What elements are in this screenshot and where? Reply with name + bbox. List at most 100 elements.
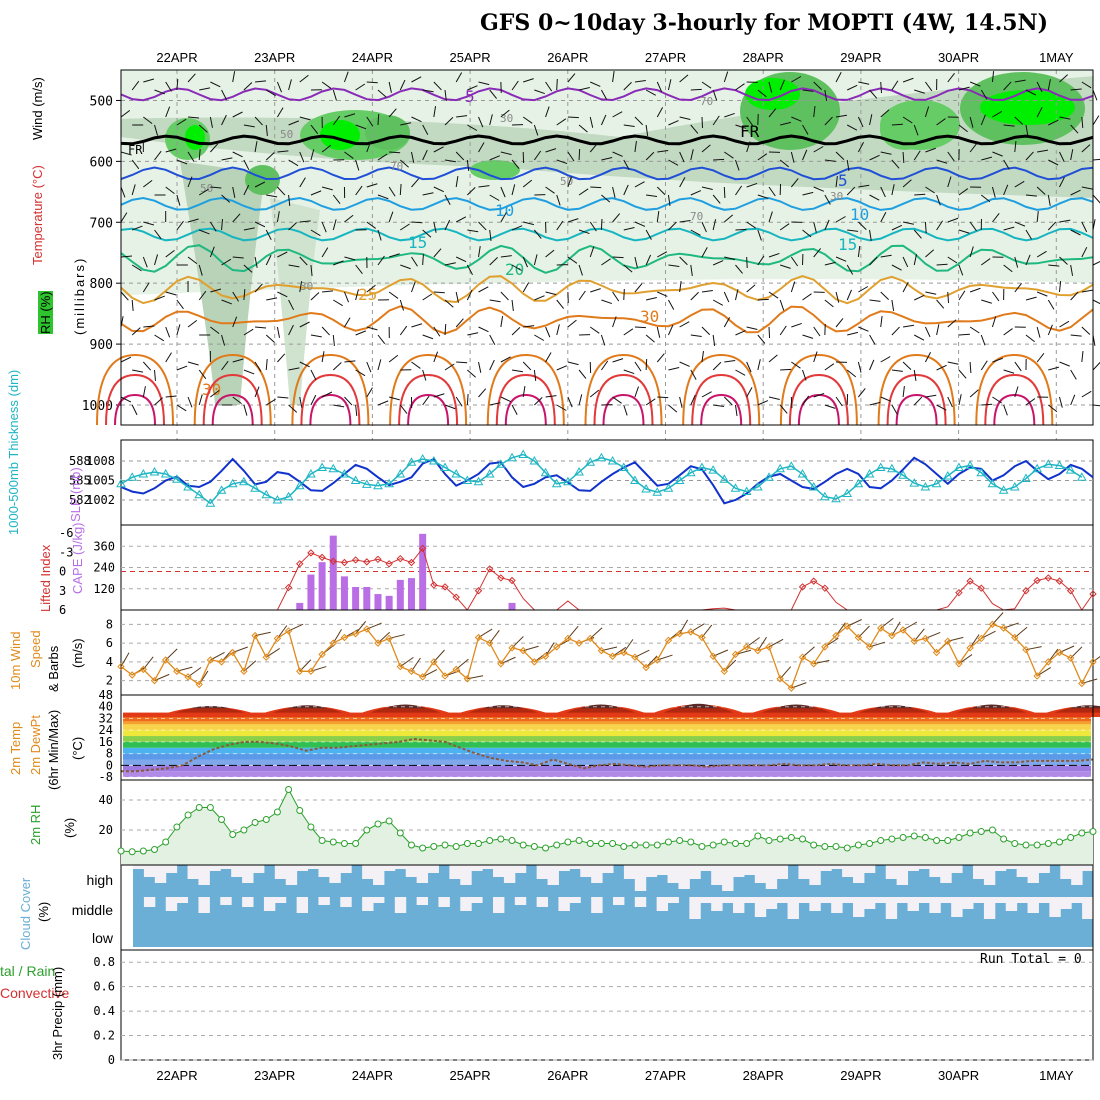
rh-point bbox=[553, 841, 561, 849]
wind-barb bbox=[1092, 261, 1100, 266]
wind-barb bbox=[1014, 79, 1026, 83]
cloud-high-gap bbox=[340, 865, 352, 873]
wind-barb bbox=[880, 291, 889, 301]
wind-barb bbox=[779, 159, 790, 168]
isotherm-label: 15 bbox=[408, 233, 427, 252]
wind-barb bbox=[154, 229, 162, 240]
wind-barb bbox=[690, 229, 701, 236]
wind-barb bbox=[567, 151, 575, 162]
rh-point bbox=[664, 838, 672, 846]
wind-barb bbox=[310, 292, 320, 301]
wind-barb bbox=[265, 254, 272, 266]
wind-barb bbox=[612, 316, 617, 328]
wind-barb bbox=[735, 330, 746, 336]
wind-barb bbox=[444, 89, 447, 101]
run-total: Run Total = 0 bbox=[980, 952, 1082, 967]
wind-barb bbox=[1059, 361, 1070, 367]
cloud-high-gap bbox=[1027, 865, 1039, 883]
cape-tick-label: 240 bbox=[93, 561, 115, 575]
wind10-point bbox=[128, 671, 136, 679]
wind-barb bbox=[1092, 89, 1098, 101]
wind-barb bbox=[176, 118, 187, 126]
wind-barb bbox=[779, 79, 785, 91]
wind-barb bbox=[466, 289, 473, 301]
rh-shade-mid bbox=[121, 76, 1093, 198]
cloud-mid-gap bbox=[743, 897, 756, 903]
date-label-top: 26APR bbox=[547, 50, 588, 65]
wind-barb bbox=[668, 159, 679, 166]
wind-barb bbox=[277, 150, 289, 153]
wind-barb bbox=[478, 326, 489, 333]
rh-point bbox=[307, 823, 315, 831]
wind-barb bbox=[1036, 250, 1047, 258]
wind-barb bbox=[1036, 211, 1039, 223]
wind-barb bbox=[612, 71, 615, 83]
wind-barb bbox=[366, 284, 376, 293]
wind-barb bbox=[757, 298, 769, 301]
wind-barb bbox=[199, 87, 211, 91]
cape-bar bbox=[508, 602, 516, 610]
cloud-mid-gap bbox=[1005, 897, 1018, 911]
wind-barb bbox=[880, 186, 886, 198]
li-point bbox=[798, 583, 807, 591]
wind10-line bbox=[120, 623, 1094, 690]
wind-barb bbox=[489, 402, 501, 406]
wind-barb bbox=[444, 116, 454, 126]
rh-point bbox=[519, 841, 527, 849]
wind-barb bbox=[1047, 324, 1053, 336]
wind10-point bbox=[508, 644, 516, 652]
cloud-mid-gap bbox=[853, 897, 865, 917]
wind-barb bbox=[1014, 116, 1024, 125]
thickness-point bbox=[205, 498, 216, 507]
wind-barb bbox=[355, 185, 363, 196]
thickness-point bbox=[529, 455, 540, 465]
cloud-high-gap bbox=[405, 865, 418, 877]
thickness-point bbox=[1054, 460, 1065, 470]
wind-barb bbox=[1070, 264, 1074, 276]
wind-barb bbox=[1048, 404, 1058, 413]
cloud-high-gap bbox=[1038, 865, 1050, 873]
cloud-high-gap bbox=[209, 865, 221, 871]
temp-tick-label: -8 bbox=[99, 770, 113, 784]
rh-point bbox=[977, 828, 985, 835]
thickness-point bbox=[853, 478, 864, 488]
wind-barb bbox=[120, 151, 132, 156]
wind-barb bbox=[1025, 229, 1033, 240]
wind-barb bbox=[869, 229, 872, 241]
thickness-point bbox=[227, 478, 238, 488]
wind-barb bbox=[880, 396, 892, 402]
wind-barb bbox=[433, 291, 445, 294]
wind-barb bbox=[891, 224, 903, 231]
cloud-high-gap bbox=[296, 865, 309, 871]
cloud-high-gap bbox=[580, 865, 592, 877]
wind-barb bbox=[802, 191, 814, 196]
wind10-point bbox=[765, 643, 773, 651]
wind-barb bbox=[243, 288, 246, 301]
wind-barb bbox=[467, 332, 479, 336]
rh-point bbox=[475, 840, 483, 847]
hot-contour bbox=[993, 393, 1036, 426]
wind-barb bbox=[210, 143, 219, 153]
wind-barb bbox=[578, 264, 583, 276]
degc-label: (°C) bbox=[70, 736, 85, 760]
thickness-point bbox=[998, 485, 1009, 494]
wind-barb bbox=[276, 211, 280, 223]
wind-barb bbox=[478, 286, 489, 293]
dewpoint-line bbox=[121, 737, 1094, 773]
wind-barb bbox=[947, 256, 958, 264]
wind-barb bbox=[466, 393, 469, 406]
wind-barb bbox=[221, 334, 226, 346]
wind-barb bbox=[757, 229, 762, 241]
wind-barb bbox=[969, 326, 980, 334]
wind10-point bbox=[1066, 654, 1075, 662]
wind-barb bbox=[824, 219, 830, 231]
wind-barb bbox=[545, 148, 557, 153]
wind-barb bbox=[366, 387, 373, 398]
wind-barb bbox=[757, 400, 769, 406]
wind-barb bbox=[265, 358, 268, 371]
wind-barb bbox=[176, 78, 179, 91]
wind-barb bbox=[600, 114, 607, 126]
wind-barb bbox=[165, 81, 172, 92]
wind-barb bbox=[913, 369, 917, 381]
wind-barb bbox=[299, 151, 305, 163]
